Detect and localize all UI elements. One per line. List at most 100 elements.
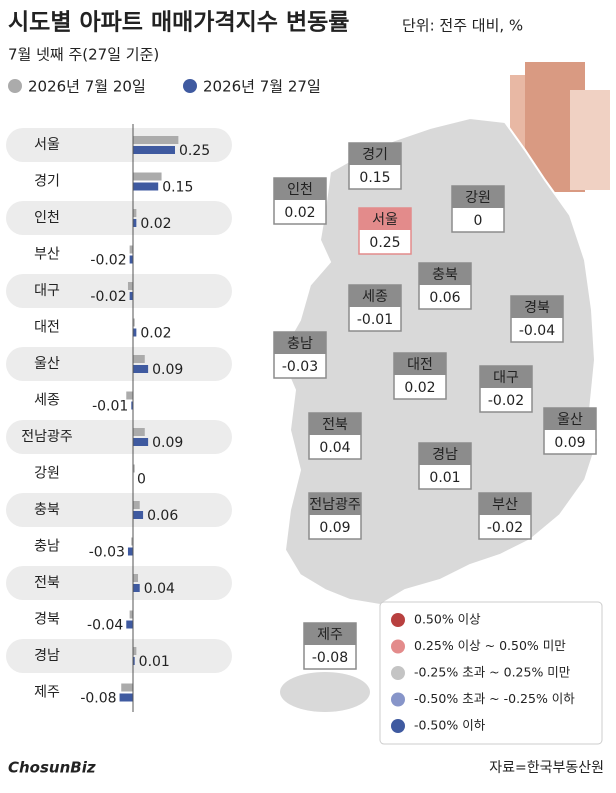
map-region: 충북 xyxy=(432,267,458,283)
category-label: 제주 xyxy=(34,685,60,701)
bar xyxy=(133,182,159,191)
map-legend-marker xyxy=(391,719,405,733)
value-label: 0.09 xyxy=(152,362,183,378)
category-label: 전북 xyxy=(34,575,60,591)
legend-marker xyxy=(8,79,22,93)
map-legend: 0.50% 이상 0.25% 이상 ~ 0.50% 미만 -0.25% 초과 ~ 0… xyxy=(391,612,575,733)
map-legend-marker xyxy=(391,613,405,627)
category-label: 전남광주 xyxy=(21,429,73,445)
map-box-header xyxy=(419,263,471,285)
row-band xyxy=(6,201,232,235)
category-label: 울산 xyxy=(34,356,60,372)
bar xyxy=(119,693,133,702)
map-box-header xyxy=(309,413,361,435)
map-value: 0.02 xyxy=(404,380,435,396)
legend-marker xyxy=(183,79,197,93)
map-box-header xyxy=(349,143,401,165)
bar xyxy=(129,292,133,300)
bar xyxy=(133,136,179,144)
map-region: 제주 xyxy=(317,627,343,643)
map-legend-marker xyxy=(391,639,405,654)
row-band xyxy=(6,566,232,600)
map-legend-label: 0.50% 이상 xyxy=(414,612,481,627)
legend-label: 2026년 7월 20일 xyxy=(28,78,146,96)
map-value: 0.06 xyxy=(429,290,460,306)
bar xyxy=(121,683,133,692)
map-value: 0.09 xyxy=(319,520,350,536)
source: 자료=한국부동산원 xyxy=(489,760,604,776)
map-region: 경남 xyxy=(432,447,458,463)
bar xyxy=(133,172,162,181)
map-region: 대구 xyxy=(493,370,519,386)
map-box-header xyxy=(309,493,361,515)
value-label: 0.25 xyxy=(179,143,210,159)
row-band xyxy=(6,420,232,454)
map-box-header xyxy=(511,296,563,318)
bar xyxy=(133,219,137,227)
bar xyxy=(133,328,137,337)
row-band xyxy=(6,274,232,308)
map-legend-marker xyxy=(391,692,405,707)
category-label: 서울 xyxy=(34,137,60,153)
map-box-header xyxy=(394,353,446,375)
bar xyxy=(133,318,135,327)
bar xyxy=(133,209,137,217)
bar xyxy=(133,355,145,363)
map-legend-label: -0.50% 초과 ~ -0.25% 이하 xyxy=(414,691,575,706)
map-box-header xyxy=(304,623,356,645)
bar xyxy=(133,511,144,519)
map-legend-marker xyxy=(391,666,405,680)
map-box-header xyxy=(274,178,326,200)
category-label: 경남 xyxy=(34,648,60,664)
map-region: 경북 xyxy=(524,300,550,316)
map-region: 전북 xyxy=(322,417,348,433)
map-value: -0.02 xyxy=(488,393,524,409)
bar xyxy=(133,464,135,473)
bar xyxy=(133,428,145,436)
category-label: 경북 xyxy=(34,612,60,628)
logo: ChosunBiz xyxy=(8,759,96,777)
map-region: 경기 xyxy=(362,147,388,163)
map-region: 부산 xyxy=(492,497,518,513)
bar xyxy=(133,501,140,509)
value-label: 0 xyxy=(137,472,146,488)
category-label: 충남 xyxy=(34,539,60,555)
bar xyxy=(129,255,133,264)
map-box-header xyxy=(479,493,531,515)
value-label: 0.01 xyxy=(139,654,170,670)
value-label: -0.02 xyxy=(90,253,126,269)
map-region: 울산 xyxy=(557,412,583,428)
bar xyxy=(133,365,149,373)
row-band xyxy=(6,639,232,673)
category-label: 충북 xyxy=(34,502,60,518)
bar xyxy=(133,146,175,154)
map-box-header xyxy=(359,208,411,230)
map-box-header xyxy=(480,366,532,388)
map-region: 세종 xyxy=(362,289,388,305)
bar xyxy=(126,620,133,629)
map-box-header xyxy=(452,186,504,208)
value-label: -0.08 xyxy=(80,691,116,707)
category-label: 세종 xyxy=(34,393,60,409)
value-label: 0.15 xyxy=(162,180,193,196)
value-label: 0.06 xyxy=(147,508,178,524)
value-label: 0.09 xyxy=(152,435,183,451)
map-value: -0.04 xyxy=(519,323,555,339)
category-label: 대구 xyxy=(34,283,60,299)
bar xyxy=(133,584,140,592)
bar xyxy=(133,647,137,655)
value-label: 0.02 xyxy=(140,326,171,342)
category-label: 대전 xyxy=(34,320,60,336)
bar xyxy=(129,610,133,619)
map-value: 0.25 xyxy=(369,235,400,251)
bar xyxy=(131,401,133,410)
map-region: 전남광주 xyxy=(309,497,361,513)
bar xyxy=(133,657,135,665)
bar-chart: 서울 0.25 경기 0.15 인천 0.02 부산 -0.02 대구 -0.02 대전 0.02 울산… xyxy=(6,124,232,712)
bar xyxy=(133,574,139,582)
category-label: 부산 xyxy=(34,247,60,263)
map-box-header xyxy=(544,408,596,430)
map-labels: 서울 0.25 경기 0.15 인천 0.02 부산 -0.02 대구 -0.02 대전 0.02 울산… xyxy=(273,142,597,670)
map-value: -0.02 xyxy=(487,520,523,536)
bar xyxy=(129,245,133,254)
